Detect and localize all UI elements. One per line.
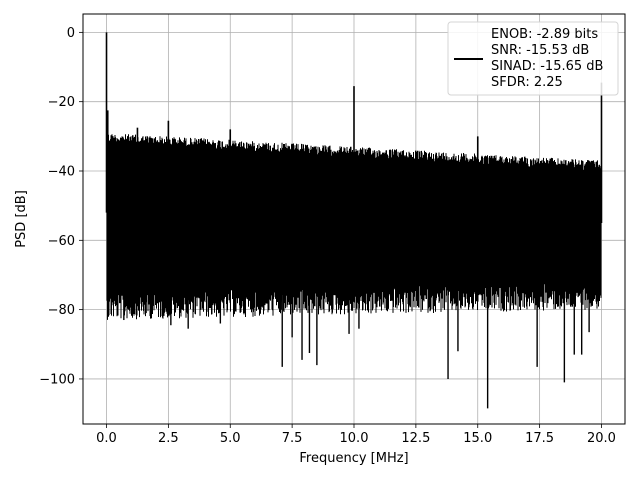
y-tick-label: −20: [48, 95, 75, 110]
legend-sinad: SINAD: -15.65 dB: [491, 59, 603, 74]
x-tick-label: 12.5: [401, 431, 430, 446]
y-axis-label: PSD [dB]: [14, 190, 29, 248]
x-tick-label: 17.5: [525, 431, 554, 446]
x-tick-label: 15.0: [463, 431, 492, 446]
x-tick-label: 0.0: [96, 431, 117, 446]
x-tick-label: 2.5: [158, 431, 179, 446]
y-tick-label: −100: [39, 372, 75, 387]
x-tick-label: 20.0: [587, 431, 616, 446]
x-tick-label: 5.0: [220, 431, 241, 446]
y-tick-label: −60: [48, 234, 75, 249]
y-tick-label: −80: [48, 303, 75, 318]
legend-box: [447, 21, 619, 96]
legend-snr: SNR: -15.53 dB: [491, 43, 589, 58]
x-tick-label: 10.0: [340, 431, 369, 446]
y-tick-label: 0: [67, 26, 75, 41]
x-axis-label: Frequency [MHz]: [299, 451, 408, 466]
axis-ticks: 0.0 2.5 5.0 7.5 10.0 12.5 15.0 17.5 20.0 0 −20 −40 −…: [39, 26, 616, 446]
y-tick-label: −40: [48, 164, 75, 179]
plot-frame: [82, 13, 626, 425]
series-psd: [105, 32, 603, 409]
legend-enob: ENOB: -2.89 bits: [491, 27, 598, 42]
x-tick-label: 7.5: [282, 431, 303, 446]
legend: ENOB: -2.89 bits SNR: -15.53 dB SINAD: -…: [447, 21, 619, 96]
legend-sfdr: SFDR: 2.25: [491, 75, 563, 90]
psd-noise-band: [106, 134, 602, 320]
